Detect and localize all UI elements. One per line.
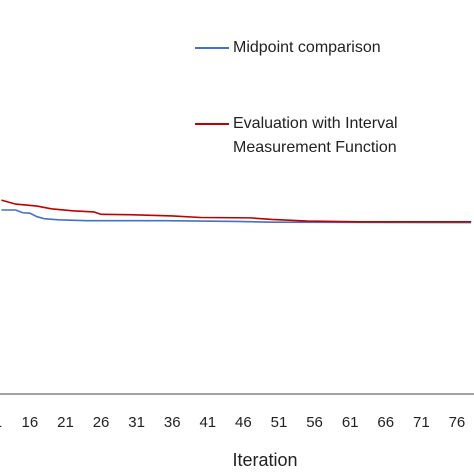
legend-swatch (195, 47, 229, 49)
x-tick-label: 56 (306, 414, 323, 431)
x-tick-label: 61 (342, 414, 359, 431)
x-tick-label: 31 (128, 414, 145, 431)
legend-entry: Evaluation with Interval Measurement Fun… (195, 112, 443, 160)
x-tick-label: 11 (0, 414, 2, 431)
x-tick-label: 51 (271, 414, 288, 431)
x-tick-label: 76 (449, 414, 466, 431)
series-line (1, 199, 472, 223)
legend-label: Evaluation with Interval Measurement Fun… (233, 115, 398, 156)
legend-entry: Midpoint comparison (195, 36, 443, 60)
x-tick-label: 71 (413, 414, 430, 431)
x-tick-label: 46 (235, 414, 252, 431)
x-tick-label: 16 (22, 414, 39, 431)
x-tick-label: 26 (93, 414, 110, 431)
series-line (1, 209, 472, 224)
legend-swatch (195, 123, 229, 125)
x-tick-label: 41 (199, 414, 216, 431)
legend-label: Midpoint comparison (233, 39, 381, 56)
x-axis-title: Iteration (232, 450, 297, 470)
x-tick-label: 21 (57, 414, 74, 431)
x-tick-label: 66 (377, 414, 394, 431)
x-tick-label: 36 (164, 414, 181, 431)
